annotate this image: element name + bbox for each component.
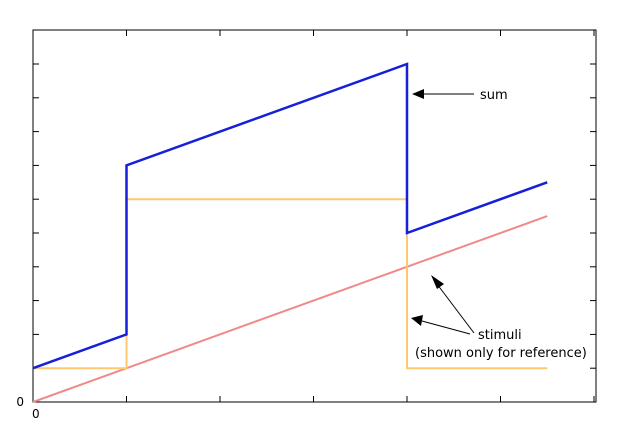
stimuli-arrowhead-pulse — [411, 315, 423, 326]
stimuli-label: stimuli — [478, 328, 522, 343]
stimuli-arrow-pulse — [421, 320, 471, 335]
series-pulse-line — [33, 198, 548, 370]
plot-frame — [32, 29, 597, 403]
series-sum-line — [32, 62, 548, 370]
stimuli-sublabel: (shown only for reference) — [415, 346, 587, 361]
stimuli-arrow-ramp — [436, 283, 475, 334]
series-ramp-line — [32, 215, 548, 403]
x-tick-label: 0 — [32, 407, 40, 421]
stimuli-arrowhead-ramp — [431, 275, 444, 289]
ticks: 00 — [16, 30, 596, 421]
sum-label: sum — [480, 88, 508, 103]
stimuli-annotation: stimuli (shown only for reference) — [411, 275, 587, 361]
sum-annotation: sum — [412, 88, 508, 103]
y-tick-label: 0 — [16, 395, 24, 409]
sum-arrowhead — [412, 89, 424, 99]
series-layer — [32, 62, 548, 403]
